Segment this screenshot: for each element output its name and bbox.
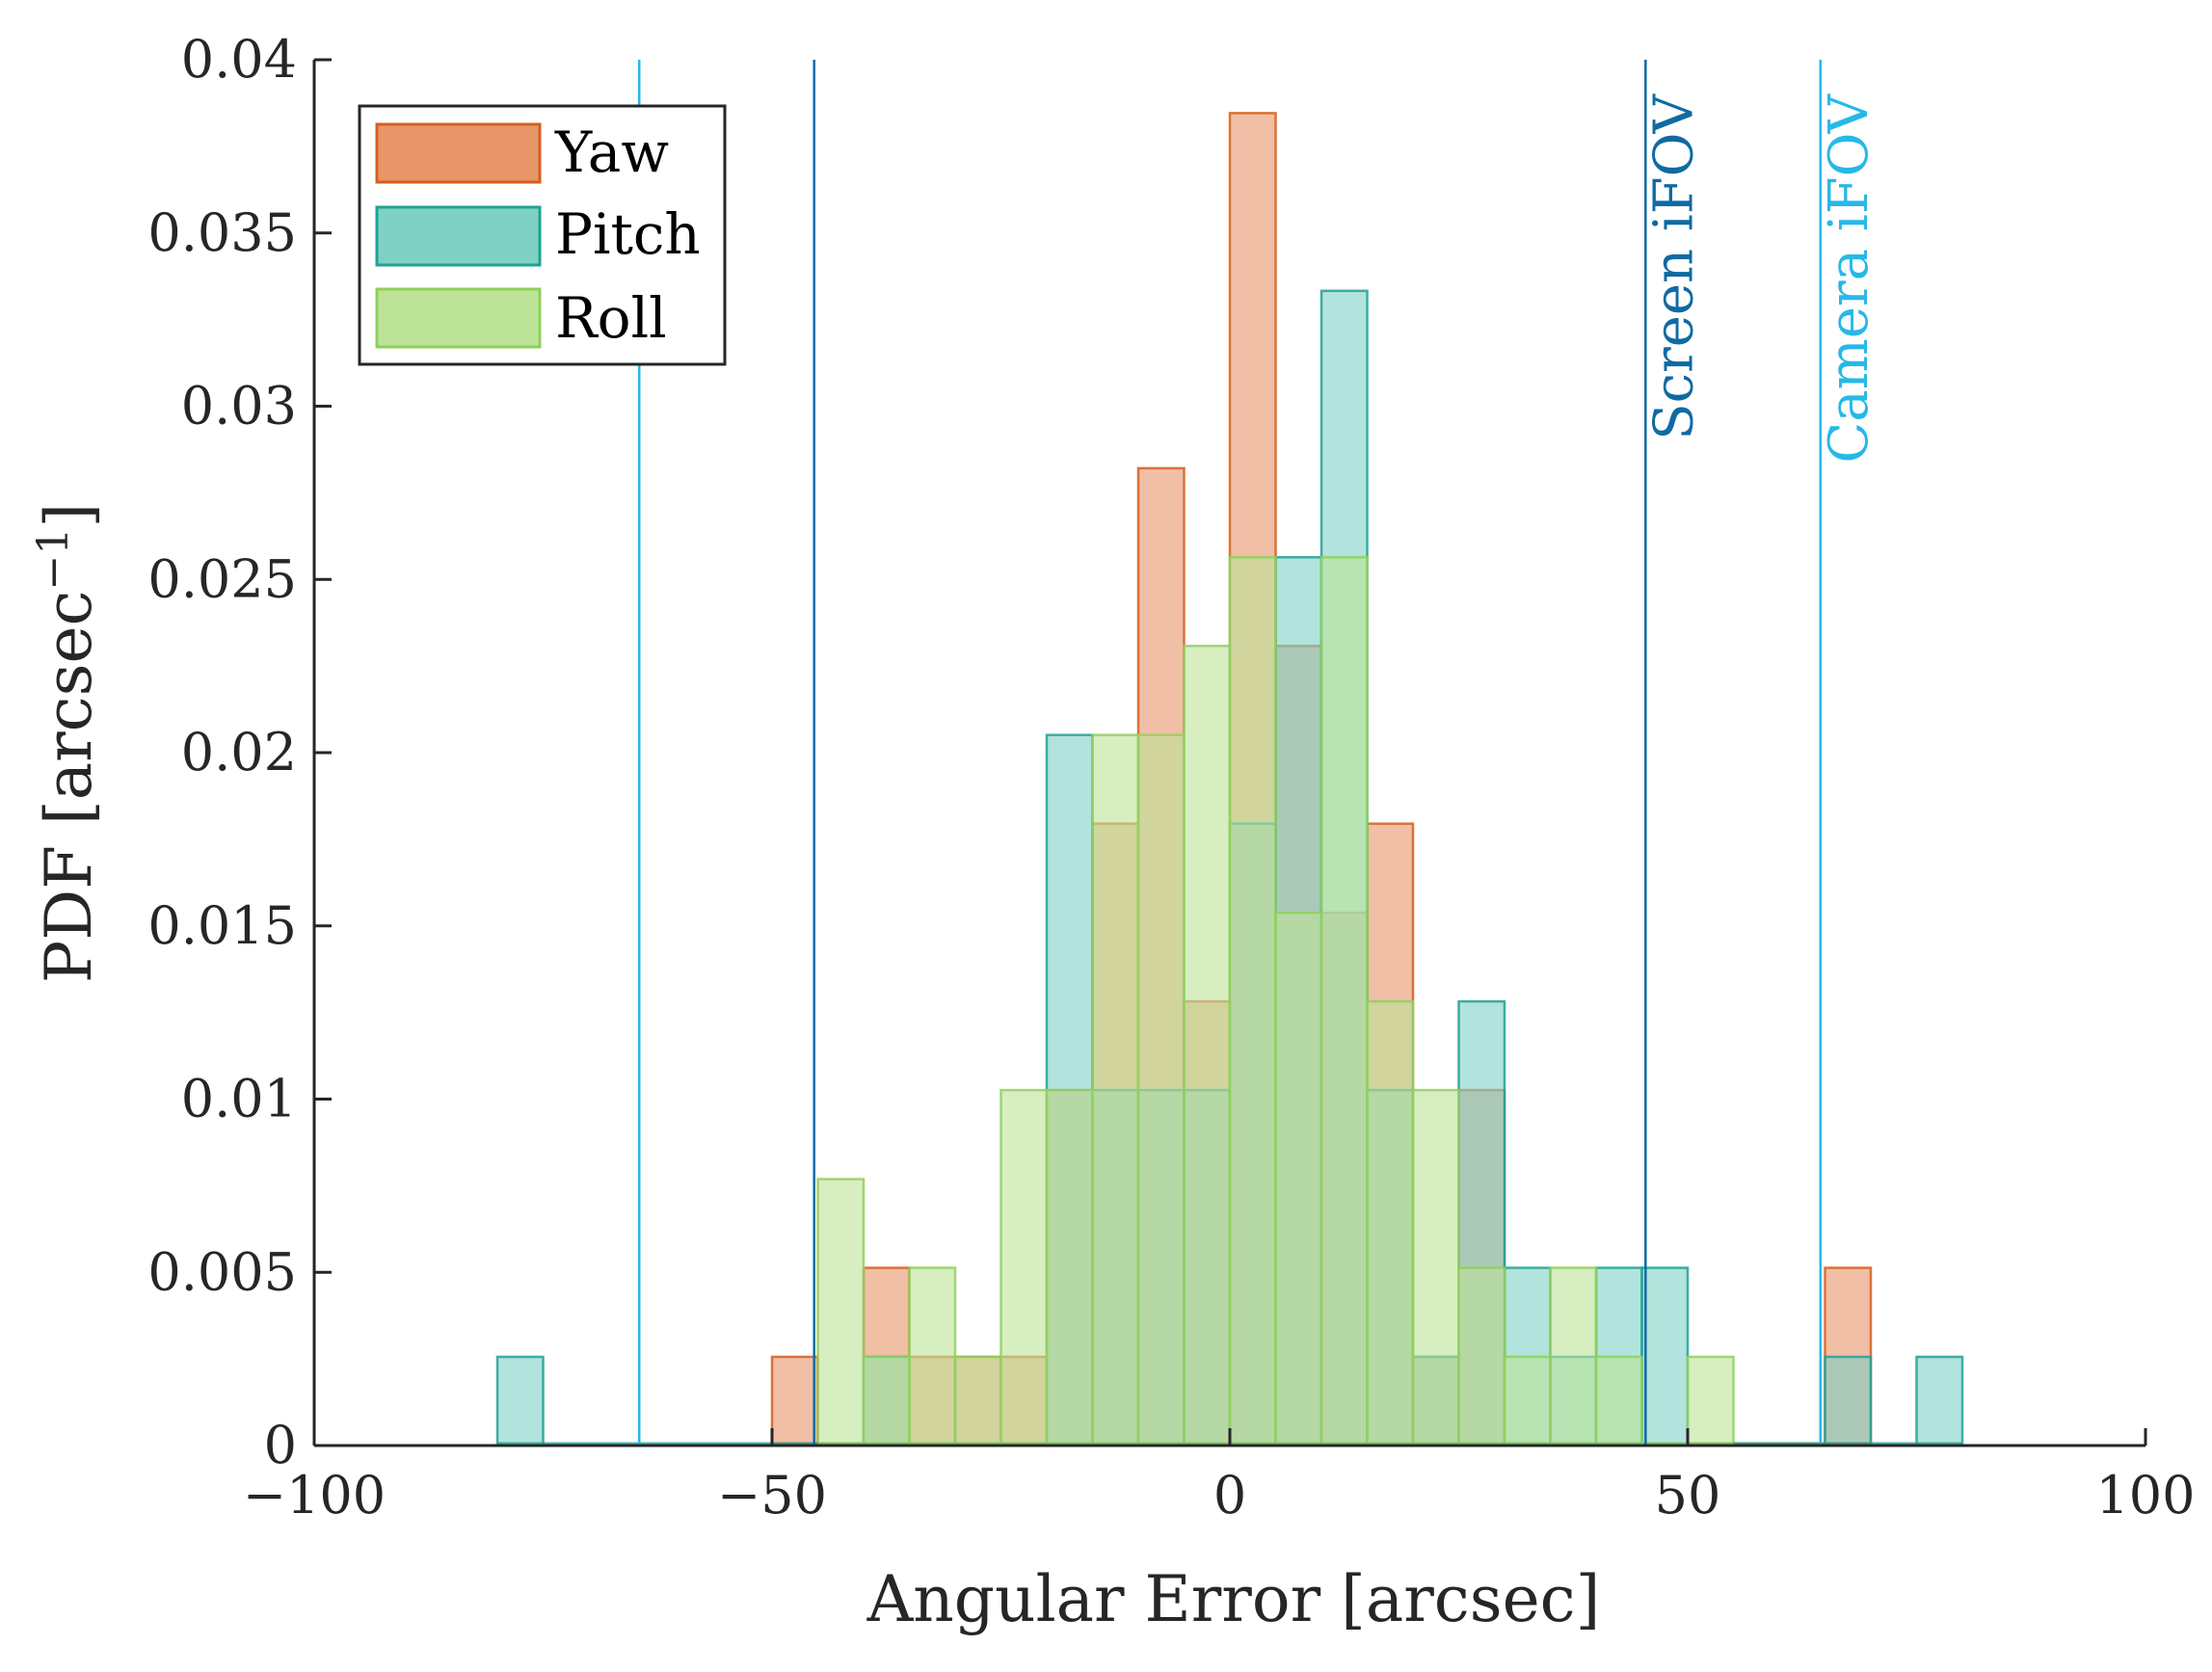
- roll-bar: [1274, 911, 1323, 1447]
- roll-bar: [1457, 1266, 1506, 1447]
- y-tick-label: 0.035: [147, 202, 297, 263]
- y-tick-label: 0.015: [147, 895, 297, 956]
- camera-ifov-label: Camera iFOV: [1818, 93, 1880, 463]
- x-tick-label: 100: [2095, 1465, 2195, 1526]
- legend-swatch-roll: [375, 287, 542, 349]
- roll-bar: [1686, 1355, 1735, 1447]
- roll-bar: [1228, 555, 1277, 1447]
- x-tick-label: 0: [1213, 1465, 1246, 1526]
- legend-swatch-yaw: [375, 122, 542, 184]
- pitch-bar: [1640, 1266, 1690, 1447]
- roll-bar: [1366, 999, 1415, 1447]
- pitch-bar: [1915, 1355, 1964, 1447]
- legend-label-yaw: Yaw: [554, 119, 669, 185]
- screen-ifov-label: Screen iFOV: [1642, 93, 1705, 439]
- y-tick-label: 0.01: [181, 1069, 297, 1129]
- roll-bar: [1183, 645, 1232, 1447]
- legend-swatch-pitch: [375, 205, 542, 267]
- y-tick-label: 0: [264, 1415, 297, 1475]
- roll-bar: [1045, 1088, 1094, 1447]
- reference-lines-layer: Screen iFOV Camera iFOV: [638, 60, 1880, 1446]
- roll-bar: [1136, 733, 1186, 1447]
- y-axis-title-exponent: −1: [29, 528, 78, 591]
- x-tick-label: −50: [717, 1465, 827, 1526]
- roll-bar: [1503, 1355, 1552, 1447]
- series-roll: [816, 555, 1735, 1447]
- x-axis-title: Angular Error [arcsec]: [866, 1562, 1601, 1636]
- roll-bar: [908, 1266, 957, 1447]
- y-axis-title-main: PDF [arcsec: [32, 591, 106, 984]
- roll-bar: [1594, 1355, 1643, 1447]
- legend-entry-yaw: Yaw: [375, 119, 669, 185]
- pitch-bar: [1824, 1355, 1873, 1447]
- pitch-bar: [495, 1355, 545, 1447]
- roll-bar: [999, 1088, 1049, 1447]
- y-tick-label: 0.03: [181, 376, 297, 437]
- roll-bar: [1319, 555, 1369, 1447]
- legend-label-pitch: Pitch: [555, 201, 701, 267]
- y-tick-label: 0.025: [147, 548, 297, 609]
- legend-entry-roll: Roll: [375, 285, 667, 351]
- y-tick-label: 0.04: [181, 29, 297, 90]
- y-tick-label: 0.005: [147, 1241, 297, 1302]
- yaw-bar: [770, 1355, 819, 1447]
- legend-entry-pitch: Pitch: [375, 201, 701, 267]
- bars-layer: [495, 112, 1964, 1447]
- y-axis-title: PDF [arcsec−1]: [29, 503, 106, 983]
- roll-bar: [862, 1355, 911, 1447]
- y-tick-label: 0.02: [181, 722, 297, 783]
- y-axis-title-close: ]: [32, 503, 106, 528]
- ticks-layer: −100 −50 0 50 100 0 0.005 0.01 0.015 0.02 0.025 0.0…: [147, 29, 2195, 1526]
- roll-bar: [1091, 733, 1140, 1447]
- x-tick-label: 50: [1655, 1465, 1721, 1526]
- roll-bar: [816, 1178, 866, 1447]
- legend-label-roll: Roll: [555, 285, 667, 351]
- roll-bar: [1411, 1088, 1460, 1447]
- roll-bar: [1549, 1266, 1598, 1447]
- legend: Yaw Pitch Roll: [358, 104, 727, 366]
- x-tick-label: −100: [243, 1465, 386, 1526]
- roll-bar: [953, 1355, 1002, 1447]
